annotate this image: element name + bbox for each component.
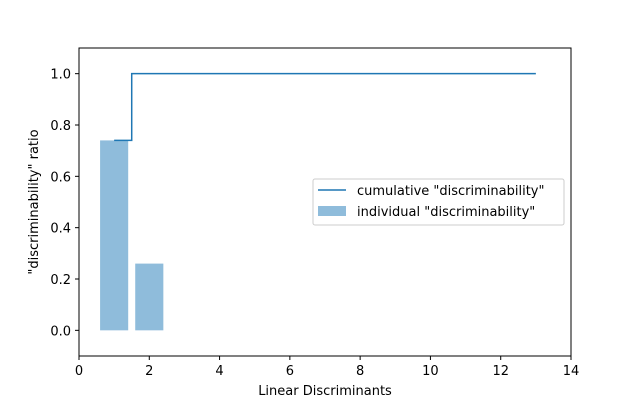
y-tick-label: 0.4 [50,222,71,237]
lines [114,72,536,142]
y-axis-label: "discriminability" ratio [27,129,42,274]
y-tick-label: 0.8 [50,119,71,134]
y-tick-label: 0.2 [50,273,71,288]
bar-2 [135,263,164,331]
x-tick-label: 0 [75,364,83,379]
legend-label-cumulative: cumulative "discriminability" [357,184,544,199]
legend: cumulative "discriminability" individual… [312,178,565,226]
x-axis-label: Linear Discriminants [258,384,392,399]
y-tick-label: 0.6 [50,170,71,185]
legend-bar-swatch [318,206,346,216]
bar-1 [100,140,129,331]
x-tick-label: 4 [215,364,223,379]
x-tick-label: 8 [356,364,364,379]
x-tick-label: 12 [492,364,509,379]
y-tick-label: 0.0 [50,324,71,339]
x-tick-label: 2 [145,364,153,379]
axes-frame [78,47,572,357]
y-ticks: 0.0 0.2 0.4 0.6 0.8 1.0 [50,68,79,339]
x-tick-label: 10 [422,364,439,379]
cumulative-step-line [114,72,536,142]
x-tick-label: 6 [286,364,294,379]
x-tick-label: 14 [563,364,580,379]
x-ticks: 0 2 4 6 8 10 12 14 [75,356,579,379]
legend-box [312,178,565,226]
bars [100,140,164,331]
y-tick-label: 1.0 [50,68,71,83]
legend-label-individual: individual "discriminability" [357,205,535,220]
